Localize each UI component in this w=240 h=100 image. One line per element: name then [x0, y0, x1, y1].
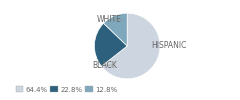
Wedge shape	[102, 13, 160, 79]
Wedge shape	[104, 13, 127, 46]
Text: HISPANIC: HISPANIC	[151, 41, 186, 50]
Legend: 64.4%, 22.8%, 12.8%: 64.4%, 22.8%, 12.8%	[13, 84, 120, 96]
Text: BLACK: BLACK	[92, 60, 117, 70]
Text: WHITE: WHITE	[97, 15, 122, 24]
Wedge shape	[94, 23, 127, 66]
